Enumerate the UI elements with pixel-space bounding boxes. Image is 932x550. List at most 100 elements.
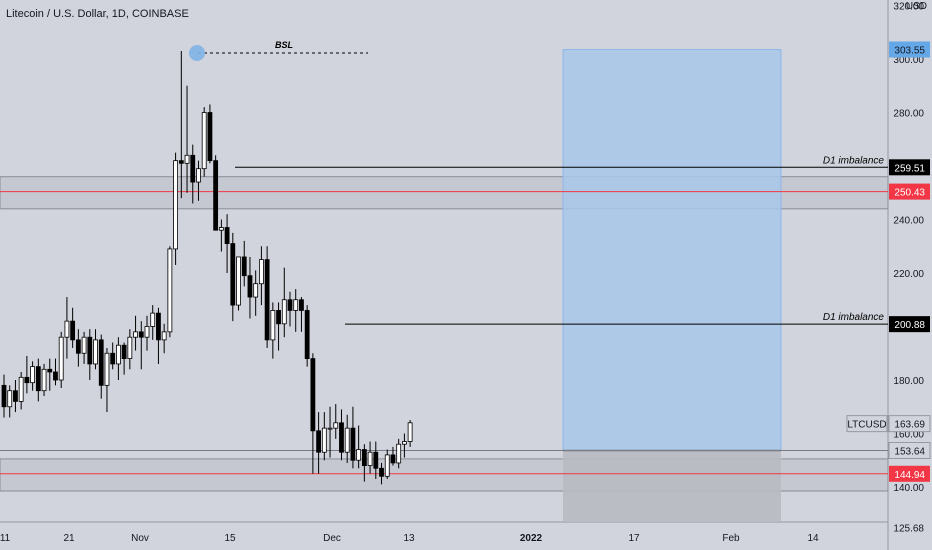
- candle-body: [110, 352, 116, 365]
- bsl-label: BSL: [275, 40, 293, 50]
- candle-body: [253, 283, 259, 298]
- candle-body: [173, 160, 179, 250]
- bsl-marker: [189, 45, 205, 61]
- x-tick-label: Feb: [722, 533, 740, 544]
- price-tag-label-2: 250.43: [894, 188, 925, 199]
- price-tag-2: [889, 183, 930, 200]
- candle-body: [207, 112, 213, 162]
- candle-body: [241, 256, 247, 277]
- candle-body: [87, 336, 93, 365]
- price-tag-4: [888, 415, 931, 433]
- candle-body: [350, 427, 356, 461]
- candle-body: [138, 331, 144, 338]
- candle-body: [384, 454, 390, 477]
- candle-body: [196, 168, 201, 183]
- candle-body: [390, 454, 396, 464]
- candle-body: [316, 430, 322, 453]
- price-tag-label-3: 200.88: [894, 320, 925, 331]
- candle-body: [356, 449, 362, 461]
- candle-body: [1, 384, 7, 408]
- candle-body: [321, 427, 327, 453]
- y-tick-label: 140.00: [893, 483, 924, 494]
- price-tag-label-4: 163.69: [894, 420, 925, 431]
- candle-body: [93, 339, 98, 365]
- candle-body: [218, 227, 224, 231]
- price-tag-label-1: 259.51: [894, 163, 925, 174]
- candle-body: [224, 227, 230, 244]
- candle-body: [70, 320, 76, 341]
- candle-body: [116, 344, 121, 365]
- candle-body: [184, 154, 190, 164]
- candle-body: [201, 112, 207, 170]
- price-tag-label-5: 153.64: [894, 447, 925, 458]
- candle-body: [64, 320, 70, 338]
- candle-body: [276, 310, 281, 325]
- candle-body: [310, 358, 316, 432]
- price-tag-1: [889, 159, 930, 176]
- candle-body: [213, 160, 219, 231]
- stop-zone-box: [563, 450, 781, 522]
- ticker-tag: [846, 415, 888, 433]
- x-tick-label: 21: [63, 533, 75, 544]
- candle-body: [281, 299, 287, 325]
- candle-body: [156, 312, 161, 341]
- candle-body: [104, 352, 110, 386]
- candle-body: [161, 331, 167, 341]
- y-tick-label: 160.00: [893, 430, 924, 441]
- candle-body: [190, 154, 196, 183]
- x-tick-label: 15: [224, 533, 236, 544]
- y-tick-label: 240.00: [893, 216, 924, 227]
- x-tick-label: 14: [807, 533, 819, 544]
- candle-body: [299, 299, 304, 311]
- candle-body: [247, 275, 253, 298]
- price-tag-6: [889, 465, 930, 482]
- price-tag-label-6: 144.94: [894, 470, 925, 481]
- y-bottom-label: 125.68: [893, 523, 924, 534]
- chart-title: Litecoin / U.S. Dollar, 1D, COINBASE: [6, 8, 189, 20]
- ticker-label: LTCUSD: [847, 420, 886, 431]
- x-tick-label: 11: [0, 533, 11, 544]
- candle-body: [121, 344, 127, 360]
- candle-body: [304, 310, 310, 360]
- candle-body: [401, 441, 407, 445]
- candle-body: [361, 449, 367, 466]
- candle-body: [396, 443, 402, 464]
- candle-body: [373, 451, 379, 469]
- y-tick-label: 320.00: [893, 2, 924, 13]
- y-tick-label: 180.00: [893, 376, 924, 387]
- imbalance-label-2: D1 imbalance: [823, 312, 885, 323]
- candle-body: [339, 422, 344, 453]
- candle-body: [13, 390, 18, 402]
- candle-body: [30, 366, 36, 384]
- candle-body: [270, 310, 276, 341]
- candle-body: [41, 368, 47, 392]
- candle-body: [379, 467, 384, 477]
- candle-body: [133, 331, 138, 338]
- candle-body: [81, 336, 87, 354]
- candle-body: [24, 376, 30, 384]
- imbalance-label-0: D1 imbalance: [823, 155, 885, 166]
- candle-body: [47, 368, 53, 373]
- price-tag-3: [889, 316, 930, 333]
- candle-body: [35, 366, 41, 392]
- price-tag-label-0: 303.55: [894, 46, 925, 57]
- price-tag-5: [888, 442, 931, 460]
- y-tick-label: 300.00: [893, 55, 924, 66]
- price-tag-0: [889, 41, 930, 58]
- y-tick-label: 220.00: [893, 269, 924, 280]
- x-tick-label: 17: [628, 533, 640, 544]
- x-tick-label: Nov: [131, 533, 149, 544]
- candle-body: [287, 299, 293, 311]
- candle-body: [293, 299, 299, 311]
- candle-body: [178, 160, 184, 164]
- candle-body: [167, 248, 173, 333]
- x-tick-label: 2022: [520, 533, 543, 544]
- candle-body: [98, 339, 104, 386]
- candle-body: [18, 376, 24, 402]
- candle-body: [58, 336, 64, 381]
- candle-body: [367, 451, 373, 467]
- x-tick-label: Dec: [323, 533, 341, 544]
- y-tick-label: 280.00: [893, 109, 924, 120]
